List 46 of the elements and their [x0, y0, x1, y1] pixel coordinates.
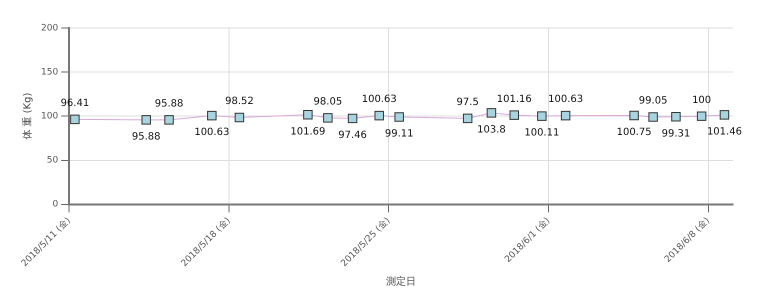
data-label: 103.8	[477, 124, 506, 136]
data-label: 97.46	[338, 130, 367, 142]
point	[234, 112, 244, 122]
data-label: 100.75	[616, 127, 652, 138]
y-tick-label: 50	[46, 156, 58, 166]
point	[537, 111, 547, 121]
data-label: 95.88	[132, 131, 161, 142]
point	[323, 113, 333, 123]
data-label: 100.63	[194, 127, 230, 138]
data-label: 100	[692, 94, 712, 106]
data-label: 97.5	[456, 96, 479, 108]
data-label: 95.88	[154, 98, 184, 110]
y-tick-label: 150	[40, 67, 58, 78]
data-label: 99.05	[638, 96, 668, 107]
point	[648, 112, 658, 122]
point	[486, 108, 496, 118]
point	[164, 115, 174, 125]
point	[560, 110, 570, 120]
data-label: 101.16	[496, 94, 532, 105]
point	[207, 110, 217, 120]
data-label: 101.69	[290, 126, 326, 138]
y-tick-label: 200	[40, 23, 58, 34]
point	[374, 110, 384, 120]
point	[720, 110, 730, 120]
point	[141, 115, 151, 125]
data-label: 98.52	[225, 96, 254, 108]
data-label: 100.63	[362, 94, 397, 106]
point	[70, 114, 80, 124]
point	[462, 114, 472, 124]
data-label: 98.05	[314, 96, 342, 108]
data-label: 100.63	[548, 94, 584, 106]
data-label: 100.11	[524, 128, 560, 139]
point	[510, 110, 520, 120]
y-tick-label: 100	[40, 112, 58, 122]
point	[629, 110, 639, 120]
data-label: 99.11	[384, 128, 414, 140]
data-label: 99.31	[662, 128, 690, 140]
y-axis-title: 体 重 (Kg)	[22, 92, 34, 140]
x-axis-title: 測定日	[386, 276, 416, 288]
point	[696, 111, 706, 121]
point	[348, 114, 358, 124]
point	[671, 112, 681, 122]
point	[303, 110, 313, 120]
y-tick-label: 0	[52, 200, 58, 210]
data-label: 101.46	[706, 126, 742, 138]
point	[394, 112, 404, 122]
